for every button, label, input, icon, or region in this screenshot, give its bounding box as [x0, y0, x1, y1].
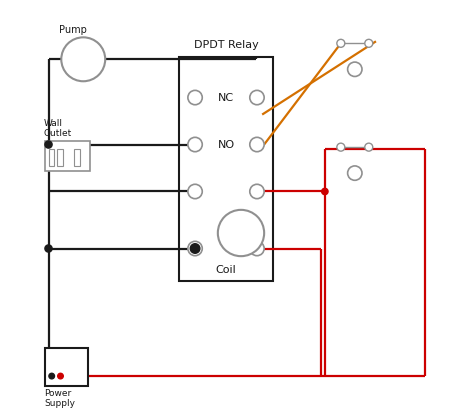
Text: Wall
Outlet: Wall Outlet [43, 119, 72, 138]
Circle shape [250, 90, 264, 105]
Bar [57, 149, 63, 166]
Circle shape [61, 37, 105, 81]
Circle shape [190, 244, 200, 253]
Text: NO: NO [218, 140, 235, 150]
Circle shape [365, 39, 373, 47]
Circle shape [365, 143, 373, 151]
Circle shape [45, 141, 52, 148]
Bar [45, 141, 91, 171]
Text: DPDT Relay: DPDT Relay [194, 40, 258, 50]
Circle shape [250, 137, 264, 152]
Circle shape [347, 166, 362, 180]
Circle shape [188, 241, 202, 256]
Circle shape [322, 188, 328, 194]
Bar [45, 348, 88, 386]
Bar [48, 149, 54, 166]
Circle shape [250, 241, 264, 256]
Text: Pump: Pump [59, 25, 87, 35]
Circle shape [45, 245, 52, 252]
Circle shape [49, 373, 55, 379]
Circle shape [188, 90, 202, 105]
Circle shape [188, 137, 202, 152]
Text: NC: NC [218, 93, 234, 103]
Circle shape [250, 184, 264, 199]
Circle shape [337, 143, 345, 151]
Bar [179, 57, 273, 281]
Circle shape [188, 184, 202, 199]
Text: Power
Supply: Power Supply [45, 389, 75, 408]
Bar [74, 149, 80, 166]
Circle shape [347, 62, 362, 77]
Circle shape [58, 373, 64, 379]
Text: Coil: Coil [216, 265, 237, 276]
Circle shape [218, 210, 264, 256]
Circle shape [337, 39, 345, 47]
